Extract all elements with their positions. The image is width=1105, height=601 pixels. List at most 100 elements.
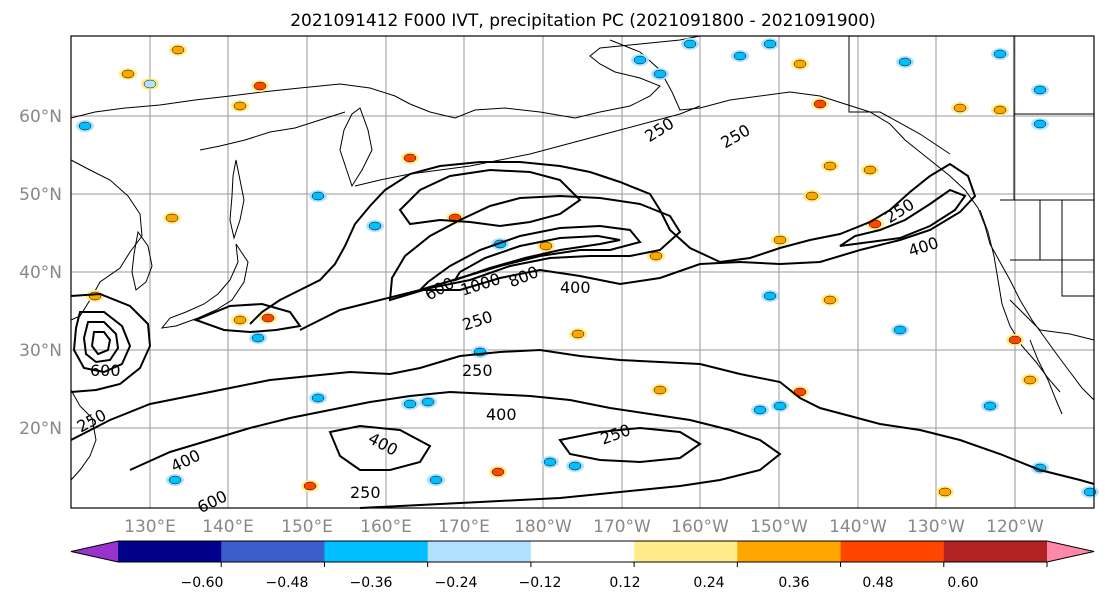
precip-cell: [121, 69, 135, 79]
precip-cell: [938, 487, 952, 497]
precip-cell: [763, 39, 777, 49]
precip-cell: [773, 235, 787, 245]
ivt-contour-east-400: [839, 188, 967, 247]
precip-cell: [251, 333, 265, 343]
precip-cell: [168, 475, 182, 485]
precip-cell: [683, 39, 697, 49]
ivt-contour-south-400: [129, 390, 782, 509]
precip-cell: [813, 99, 827, 109]
precip-cell: [403, 399, 417, 409]
coastline-japan: [160, 243, 249, 329]
coastline-asia: [70, 35, 701, 119]
ivt-contour-800-inner: [452, 234, 621, 282]
precip-cell: [421, 397, 435, 407]
ivt-contour-mid-loop: [558, 426, 702, 464]
coastline-west-coast: [979, 209, 1061, 393]
precip-cell: [823, 161, 837, 171]
precip-cell: [233, 101, 247, 111]
precip-cell: [368, 221, 382, 231]
colorbar-segments: [70, 540, 1095, 563]
precip-cell: [993, 49, 1007, 59]
precip-cell: [539, 241, 553, 251]
lat-tick-label: 40°N: [19, 263, 62, 283]
colorbar-segment: [737, 541, 842, 562]
colorbar-tick-label: −0.12: [519, 575, 562, 591]
precip-cell: [898, 57, 912, 67]
precip-cell: [653, 385, 667, 395]
colorbar-tick-label: 0.60: [947, 575, 978, 591]
precip-cell: [568, 461, 582, 471]
precip-cell: [165, 213, 179, 223]
lat-tick-label: 50°N: [19, 185, 62, 205]
precip-cell: [649, 251, 663, 261]
precip-cell: [893, 325, 907, 335]
ivt-contour-southwest: [328, 424, 432, 471]
lon-tick-label: 140°E: [202, 517, 254, 537]
precip-cell: [763, 291, 777, 301]
border-us-states: [1009, 200, 1094, 331]
precip-cell: [993, 105, 1007, 115]
colorbar-tick-label: 0.36: [778, 575, 809, 591]
precip-cell: [805, 191, 819, 201]
colorbar-tick-label: 0.24: [693, 575, 724, 591]
lon-tick-label: 180°W: [514, 517, 572, 537]
graticule: [71, 36, 1094, 508]
ivt-contour-250-main: [249, 161, 977, 331]
coastlines: [70, 35, 1095, 481]
lon-tick-label: 130°E: [124, 517, 176, 537]
precip-cell: [633, 55, 647, 65]
colorbar-tick-label: −0.36: [350, 575, 393, 591]
coastline-kamchatka: [339, 107, 373, 188]
precip-cell: [233, 315, 247, 325]
lat-tick-label: 20°N: [19, 419, 62, 439]
contour-label: 250: [462, 361, 493, 380]
ivt-contour-south-250: [70, 348, 1095, 485]
colorbar-segment: [943, 541, 1048, 562]
colorbar-ticks: [220, 562, 1048, 567]
contour-label: 250: [350, 483, 381, 502]
colorbar-segment: [221, 541, 325, 562]
contour-label: 400: [560, 278, 591, 297]
ivt-contour-600-inner: [419, 224, 642, 291]
colorbar-tick-label: −0.48: [266, 575, 309, 591]
coastline-philippines: [70, 389, 97, 481]
precip-cell: [1033, 85, 1047, 95]
precip-cell: [1083, 487, 1097, 497]
precip-cell: [543, 457, 557, 467]
ivt-contour-typhoon-3: [90, 331, 112, 356]
precip-cell: [253, 81, 267, 91]
precip-cell: [863, 165, 877, 175]
lon-tick-label: 170°W: [593, 517, 651, 537]
latitude-axis: 20°N 30°N 40°N 50°N 60°N: [19, 107, 62, 439]
precip-cell: [429, 475, 443, 485]
border-alaska-canada: [848, 36, 951, 155]
coastline-korea: [131, 230, 153, 291]
precip-cell: [311, 393, 325, 403]
precip-cell: [793, 59, 807, 69]
lon-tick-label: 170°E: [438, 517, 490, 537]
contour-label: 600: [90, 361, 121, 380]
colorbar-segment: [530, 541, 635, 562]
border-canada-provinces: [1013, 36, 1094, 200]
lon-tick-label: 120°W: [986, 517, 1044, 537]
precip-cell: [311, 191, 325, 201]
contour-label: 400: [486, 405, 517, 424]
coastline-sakhalin: [229, 159, 245, 240]
ivt-contour-400-inner: [388, 194, 682, 302]
colorbar-tick-labels: −0.60 −0.48 −0.36 −0.24 −0.12 0.12 0.24 …: [181, 575, 979, 591]
precip-cell: [403, 153, 417, 163]
precip-cell: [1023, 375, 1037, 385]
colorbar-segment: [634, 541, 738, 562]
ivt-contour-typhoon-2: [82, 321, 120, 364]
ivt-contour-north-loop: [398, 168, 582, 228]
coastline-okhotsk: [199, 111, 346, 151]
colorbar: −0.60 −0.48 −0.36 −0.24 −0.12 0.12 0.24 …: [70, 540, 1095, 591]
map-panel: 250 250 250 250 250 250 250 250 400 400 …: [70, 35, 1099, 517]
lon-tick-label: 160°E: [360, 517, 412, 537]
ivt-contours: [70, 161, 1095, 509]
colorbar-outline: [70, 540, 1095, 563]
map-title: 2021091412 F000 IVT, precipitation PC (2…: [290, 11, 876, 31]
colorbar-extend-low: [71, 541, 118, 562]
precip-cell: [653, 69, 667, 79]
